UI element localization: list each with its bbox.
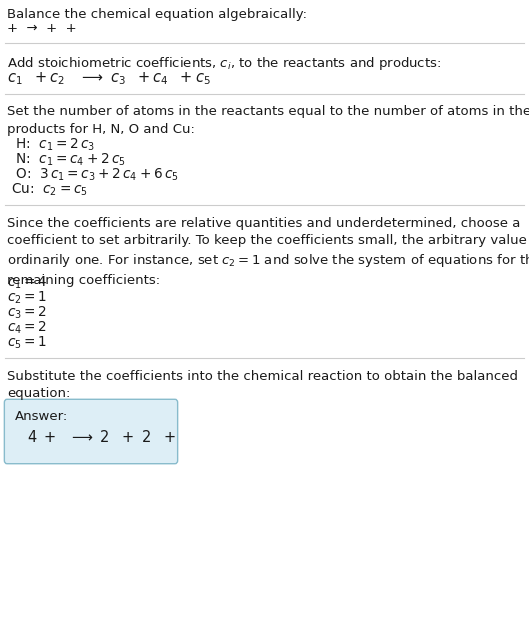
Text: Answer:: Answer: — [15, 410, 68, 424]
Text: $c_1\ \ +c_2\ \ \ \longrightarrow\ c_3\ \ +c_4\ \ +c_5$: $c_1\ \ +c_2\ \ \ \longrightarrow\ c_3\ … — [7, 71, 211, 87]
Text: $c_5 = 1$: $c_5 = 1$ — [7, 334, 47, 351]
Text: $4\ +\ \ \longrightarrow\ 2\ \ +\ 2\ \ +$: $4\ +\ \ \longrightarrow\ 2\ \ +\ 2\ \ +… — [27, 428, 176, 444]
Text: Balance the chemical equation algebraically:: Balance the chemical equation algebraica… — [7, 8, 307, 21]
Text: Substitute the coefficients into the chemical reaction to obtain the balanced
eq: Substitute the coefficients into the che… — [7, 370, 518, 400]
Text: $c_1 = 4$: $c_1 = 4$ — [7, 275, 48, 291]
Text: +  →  +  +: + → + + — [7, 21, 77, 35]
Text: Cu:  $c_2 = c_5$: Cu: $c_2 = c_5$ — [11, 181, 88, 198]
FancyBboxPatch shape — [4, 399, 178, 464]
Text: N:  $c_1 = c_4 + 2\,c_5$: N: $c_1 = c_4 + 2\,c_5$ — [11, 152, 126, 168]
Text: $c_3 = 2$: $c_3 = 2$ — [7, 305, 47, 321]
Text: H:  $c_1 = 2\,c_3$: H: $c_1 = 2\,c_3$ — [11, 136, 95, 153]
Text: $c_2 = 1$: $c_2 = 1$ — [7, 289, 47, 306]
Text: Set the number of atoms in the reactants equal to the number of atoms in the
pro: Set the number of atoms in the reactants… — [7, 105, 529, 136]
Text: Since the coefficients are relative quantities and underdetermined, choose a
coe: Since the coefficients are relative quan… — [7, 217, 529, 287]
Text: O:  $3\,c_1 = c_3 + 2\,c_4 + 6\,c_5$: O: $3\,c_1 = c_3 + 2\,c_4 + 6\,c_5$ — [11, 167, 179, 183]
Text: Add stoichiometric coefficients, $c_i$, to the reactants and products:: Add stoichiometric coefficients, $c_i$, … — [7, 55, 441, 72]
Text: $c_4 = 2$: $c_4 = 2$ — [7, 320, 47, 336]
